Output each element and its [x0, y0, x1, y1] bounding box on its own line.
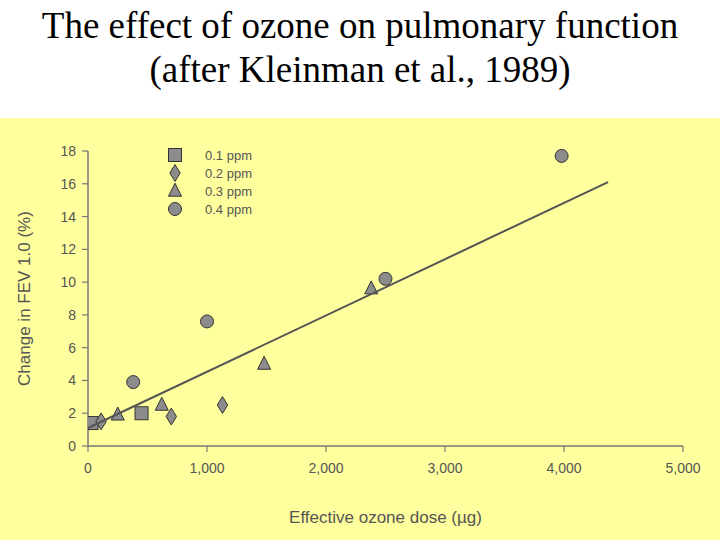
y-tick: [82, 249, 88, 250]
legend-marker: [169, 183, 182, 196]
y-tick: [82, 314, 88, 315]
y-axis-label: Change in FEV 1.0 (%): [15, 211, 34, 386]
y-tick: [82, 282, 88, 283]
point: [555, 149, 568, 162]
point: [379, 272, 392, 285]
x-tick-label: 2,000: [308, 460, 343, 476]
point: [127, 376, 140, 389]
y-tick: [82, 445, 88, 446]
legend-marker: [169, 149, 182, 162]
y-tick-label: 18: [60, 143, 76, 159]
legend-marker: [170, 165, 180, 182]
y-tick: [82, 380, 88, 381]
legend-label: 0.2 ppm: [205, 166, 252, 181]
point: [135, 407, 148, 420]
y-tick: [82, 183, 88, 184]
y-tick: [82, 150, 88, 151]
legend-label: 0.1 ppm: [205, 148, 252, 163]
y-tick: [82, 413, 88, 414]
point: [155, 397, 168, 410]
fit-line: [88, 182, 608, 428]
y-tick: [82, 216, 88, 217]
legend-label: 0.4 ppm: [205, 202, 252, 217]
x-tick: [325, 446, 326, 452]
chart-background: [0, 118, 720, 540]
x-tick-label: 4,000: [546, 460, 581, 476]
legend-label: 0.3 ppm: [205, 184, 252, 199]
x-tick: [682, 446, 683, 452]
y-tick-label: 10: [60, 274, 76, 290]
x-tick-label: 3,000: [427, 460, 462, 476]
legend: 0.1 ppm 0.2 ppm 0.3 ppm 0.4 ppm: [169, 148, 252, 217]
title: The effect of ozone on pulmonary functio…: [10, 4, 710, 92]
x-tick-label: 5,000: [665, 460, 700, 476]
y-tick-label: 6: [68, 340, 76, 356]
y-tick-label: 4: [68, 372, 76, 388]
x-tick: [563, 446, 564, 452]
x-tick: [444, 446, 445, 452]
y-tick-label: 0: [68, 438, 76, 454]
y-tick-label: 16: [60, 176, 76, 192]
x-tick-label: 1,000: [189, 460, 224, 476]
legend-marker: [169, 203, 182, 216]
point: [258, 356, 271, 369]
point: [201, 315, 214, 328]
x-tick: [206, 446, 207, 452]
y-tick-label: 14: [60, 209, 76, 225]
y-tick: [82, 347, 88, 348]
x-axis-label: Effective ozone dose (µg): [289, 508, 482, 527]
x-tick: [87, 446, 88, 452]
point: [217, 397, 227, 414]
y-tick-label: 12: [60, 241, 76, 257]
y-tick-label: 8: [68, 307, 76, 323]
plot-area: [88, 149, 608, 429]
chart: 0 2 4 6 8 10 12 14 16 18 0 1,000 2,000 3,000 4,000 5,00…: [0, 0, 720, 540]
y-axis: [87, 151, 89, 446]
y-tick-label: 2: [68, 405, 76, 421]
x-tick-label: 0: [84, 460, 92, 476]
x-axis: [88, 445, 683, 447]
